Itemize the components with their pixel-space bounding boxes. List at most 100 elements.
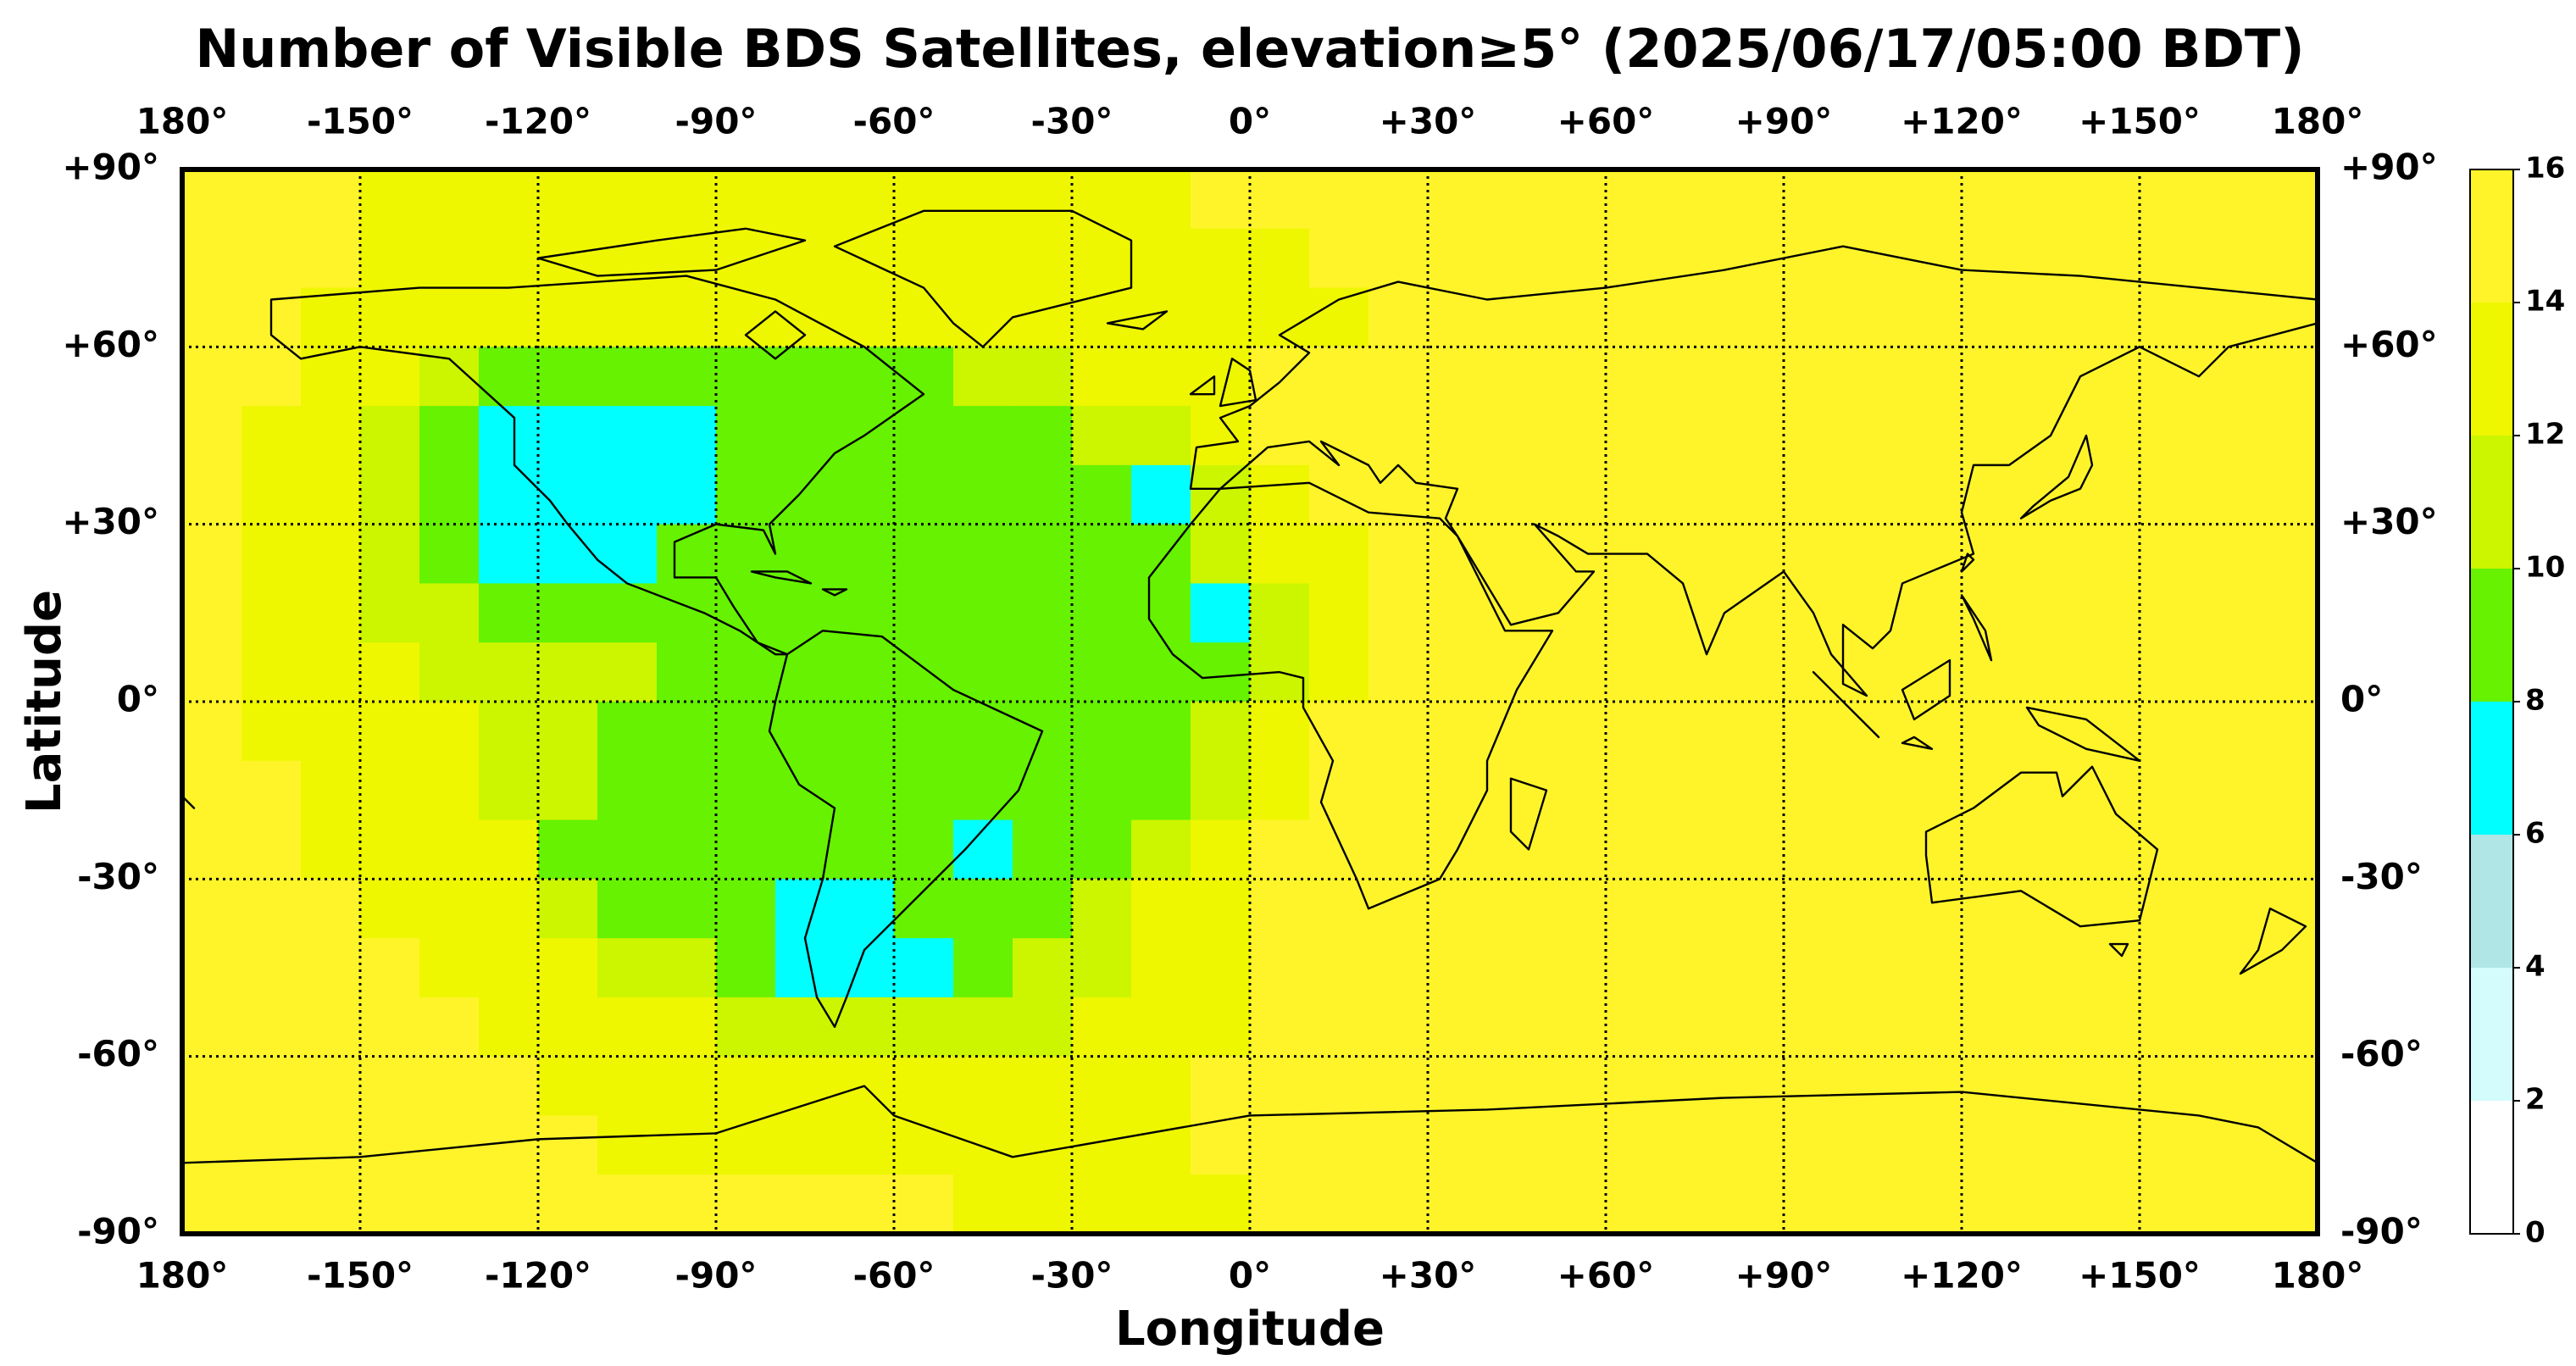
cell — [1843, 819, 1903, 880]
cell — [538, 938, 598, 998]
cell — [2080, 464, 2140, 525]
cell — [775, 347, 836, 407]
cell — [538, 169, 598, 230]
cell — [1902, 1174, 1963, 1235]
cell — [1013, 1115, 1073, 1175]
cell — [716, 642, 776, 702]
cell — [1368, 228, 1429, 289]
cell — [2199, 879, 2259, 939]
x-tick-label: 180° — [2272, 1255, 2364, 1297]
cell — [1487, 524, 1547, 585]
cell — [1368, 938, 1429, 998]
cell — [1665, 228, 1725, 289]
cell — [775, 1174, 836, 1235]
cell — [1131, 1115, 1191, 1175]
cell — [1428, 464, 1488, 525]
cell — [1428, 642, 1488, 702]
cell — [1724, 879, 1785, 939]
cell — [1606, 938, 1666, 998]
cell — [1487, 702, 1547, 762]
cell — [538, 583, 598, 643]
cell — [182, 819, 242, 880]
cell — [1131, 1174, 1191, 1235]
cell — [419, 287, 480, 347]
cell — [1368, 287, 1429, 347]
cell — [1309, 642, 1369, 702]
x-tick-label: -90° — [675, 1255, 758, 1297]
cell — [182, 228, 242, 289]
cell — [657, 169, 717, 230]
cell — [360, 583, 420, 643]
cell — [2258, 406, 2318, 466]
cell — [1072, 1056, 1132, 1117]
cell — [1309, 702, 1369, 762]
cell — [1309, 1115, 1369, 1175]
cell — [1784, 879, 1844, 939]
cell — [1962, 642, 2022, 702]
cell — [1665, 702, 1725, 762]
cell — [360, 169, 420, 230]
cell — [1487, 879, 1547, 939]
cell — [1309, 406, 1369, 466]
cell — [1487, 938, 1547, 998]
cell — [2140, 583, 2200, 643]
cell — [2021, 347, 2081, 407]
colorbar-swatch — [2470, 702, 2513, 835]
cell — [775, 1115, 836, 1175]
cell — [360, 819, 420, 880]
cell — [1724, 406, 1785, 466]
cell — [1784, 228, 1844, 289]
cell — [894, 524, 954, 585]
cell — [1250, 1174, 1310, 1235]
cell — [775, 702, 836, 762]
cell — [2021, 760, 2081, 821]
cell — [2199, 347, 2259, 407]
cell — [775, 287, 836, 347]
cell — [1962, 169, 2022, 230]
cell — [1606, 169, 1666, 230]
cell — [1191, 997, 1251, 1058]
cell — [360, 702, 420, 762]
cell — [301, 287, 361, 347]
cell — [1784, 464, 1844, 525]
cell — [2021, 169, 2081, 230]
cell — [360, 524, 420, 585]
cell — [1072, 287, 1132, 347]
cell — [1191, 879, 1251, 939]
cell — [1962, 938, 2022, 998]
colorbar-tick-label: 10 — [2525, 551, 2565, 585]
cell — [953, 642, 1013, 702]
cell — [1191, 1174, 1251, 1235]
cell — [538, 406, 598, 466]
cell — [1428, 287, 1488, 347]
cell — [2021, 1174, 2081, 1235]
cell — [479, 997, 539, 1058]
cell — [1902, 524, 1963, 585]
cell — [2140, 464, 2200, 525]
cell — [657, 760, 717, 821]
cell — [1606, 347, 1666, 407]
cell — [894, 406, 954, 466]
cell — [1724, 464, 1785, 525]
cell — [1843, 1056, 1903, 1117]
cell — [2021, 583, 2081, 643]
cell — [242, 1056, 302, 1117]
x-tick-label: 180° — [136, 1255, 229, 1297]
cell — [1487, 406, 1547, 466]
cell — [479, 879, 539, 939]
cell — [953, 938, 1013, 998]
cell — [1191, 938, 1251, 998]
cell — [242, 702, 302, 762]
cell — [1428, 997, 1488, 1058]
cell — [2021, 524, 2081, 585]
cell — [775, 642, 836, 702]
cell — [2080, 819, 2140, 880]
cell — [182, 347, 242, 407]
cell — [479, 406, 539, 466]
cell — [1072, 524, 1132, 585]
cell — [1665, 347, 1725, 407]
cell — [182, 642, 242, 702]
cell — [1487, 464, 1547, 525]
cell — [1606, 464, 1666, 525]
cell — [597, 524, 658, 585]
